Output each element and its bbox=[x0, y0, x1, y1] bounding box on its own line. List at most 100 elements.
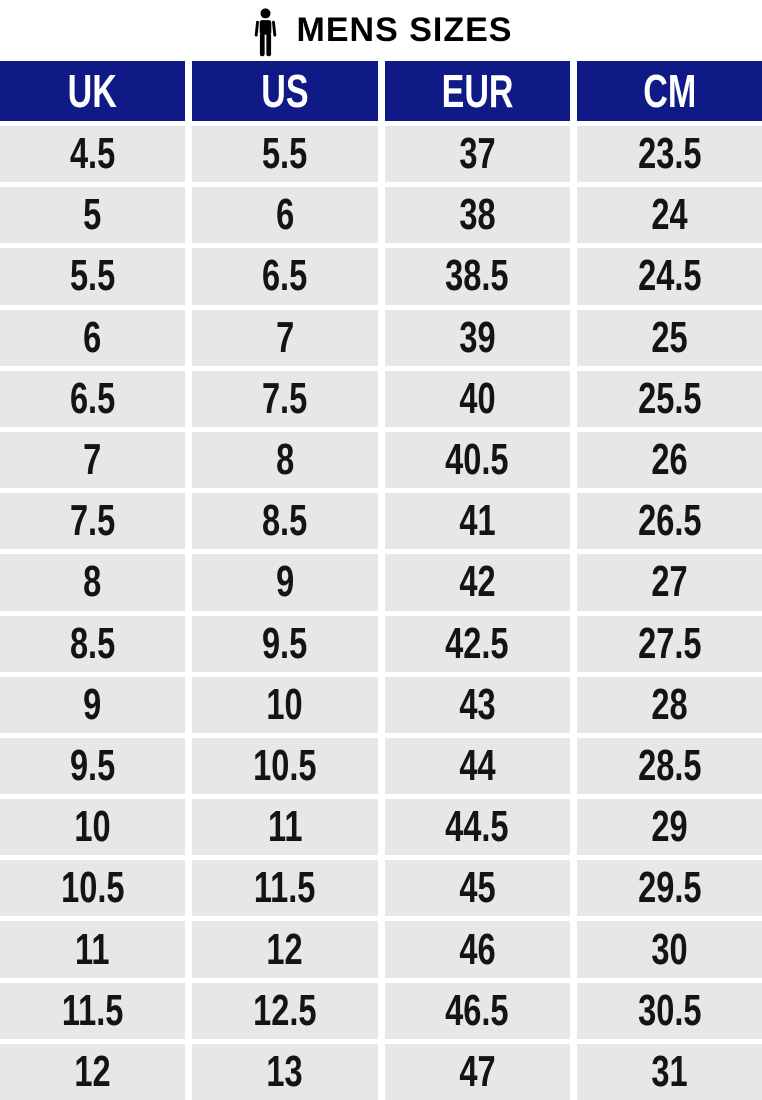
size-cell-eur-row14-label: 46 bbox=[459, 924, 496, 974]
size-cell-us-row10-label: 10 bbox=[266, 679, 303, 729]
person-icon bbox=[250, 6, 281, 62]
size-cell-cm-row2-label: 24 bbox=[651, 190, 688, 240]
size-cell-cm-row9-label: 27.5 bbox=[637, 618, 702, 668]
size-cell-us-row9: 9.5 bbox=[192, 615, 378, 672]
size-cell-eur-row7: 41 bbox=[384, 493, 570, 550]
size-cell-cm-row6: 26 bbox=[576, 431, 762, 489]
column-header-us-label: US bbox=[261, 65, 309, 117]
size-cell-uk-row9-label: 8.5 bbox=[69, 618, 116, 668]
size-cell-uk-row16-label: 12 bbox=[74, 1046, 111, 1096]
size-cell-us-row11: 10.5 bbox=[192, 737, 378, 795]
column-header-eur: EUR bbox=[384, 61, 570, 121]
size-cell-cm-row8: 27 bbox=[576, 554, 762, 611]
size-cell-us-row2-label: 6 bbox=[275, 190, 294, 240]
size-cell-us-row3: 6.5 bbox=[192, 248, 378, 305]
size-cell-us-row11-label: 10.5 bbox=[253, 740, 317, 790]
size-cell-eur-row9: 42.5 bbox=[384, 615, 570, 672]
size-cell-us-row13-label: 11.5 bbox=[254, 863, 316, 913]
size-cell-uk-row6-label: 7 bbox=[83, 435, 102, 485]
size-cell-uk-row9: 8.5 bbox=[0, 615, 186, 672]
size-cell-cm-row2: 24 bbox=[576, 187, 762, 244]
size-cell-eur-row11-label: 44 bbox=[459, 740, 496, 790]
size-cell-us-row4-label: 7 bbox=[275, 312, 294, 362]
size-cell-cm-row16: 31 bbox=[576, 1043, 762, 1100]
size-cell-uk-row5: 6.5 bbox=[0, 370, 186, 427]
size-cell-eur-row12: 44.5 bbox=[384, 799, 570, 856]
size-cell-us-row8-label: 9 bbox=[275, 557, 294, 607]
size-cell-cm-row14-label: 30 bbox=[651, 924, 688, 974]
size-cell-uk-row15: 11.5 bbox=[0, 982, 186, 1039]
size-cell-us-row12: 11 bbox=[192, 799, 378, 856]
size-cell-cm-row11: 28.5 bbox=[576, 737, 762, 795]
size-cell-eur-row15: 46.5 bbox=[384, 982, 570, 1039]
size-cell-uk-row14-label: 11 bbox=[75, 924, 110, 974]
size-cell-eur-row16-label: 47 bbox=[459, 1046, 496, 1096]
size-cell-us-row1-label: 5.5 bbox=[262, 129, 308, 179]
size-cell-cm-row7-label: 26.5 bbox=[637, 496, 702, 546]
size-cell-uk-row1-label: 4.5 bbox=[69, 129, 116, 179]
size-cell-us-row14-label: 12 bbox=[266, 924, 303, 974]
size-cell-uk-row12: 10 bbox=[0, 799, 186, 856]
size-cell-us-row2: 6 bbox=[192, 187, 378, 244]
size-cell-us-row9-label: 9.5 bbox=[262, 618, 308, 668]
size-cell-eur-row10-label: 43 bbox=[459, 679, 496, 729]
size-cell-uk-row2: 5 bbox=[0, 187, 186, 244]
size-cell-cm-row15: 30.5 bbox=[576, 982, 762, 1039]
size-cell-eur-row5: 40 bbox=[384, 370, 570, 427]
size-cell-us-row6: 8 bbox=[192, 431, 378, 489]
size-cell-us-row4: 7 bbox=[192, 309, 378, 366]
size-cell-us-row10: 10 bbox=[192, 676, 378, 733]
size-cell-uk-row16: 12 bbox=[0, 1043, 186, 1100]
size-cell-eur-row2: 38 bbox=[384, 187, 570, 244]
size-cell-cm-row1-label: 23.5 bbox=[637, 129, 702, 179]
size-cell-cm-row11-label: 28.5 bbox=[637, 740, 702, 790]
size-cell-us-row8: 9 bbox=[192, 554, 378, 611]
size-cell-uk-row3: 5.5 bbox=[0, 248, 186, 305]
size-cell-uk-row13: 10.5 bbox=[0, 860, 186, 917]
size-cell-uk-row8-label: 8 bbox=[83, 557, 102, 607]
size-cell-cm-row14: 30 bbox=[576, 921, 762, 978]
size-cell-cm-row10-label: 28 bbox=[651, 679, 688, 729]
size-cell-eur-row3: 38.5 bbox=[384, 248, 570, 305]
size-cell-cm-row13-label: 29.5 bbox=[637, 863, 702, 913]
size-cell-us-row16-label: 13 bbox=[266, 1046, 303, 1096]
size-cell-uk-row11: 9.5 bbox=[0, 737, 186, 795]
size-cell-uk-row15-label: 11.5 bbox=[61, 985, 124, 1035]
size-cell-cm-row1: 23.5 bbox=[576, 126, 762, 183]
size-cell-eur-row13: 45 bbox=[384, 860, 570, 917]
size-cell-uk-row4: 6 bbox=[0, 309, 186, 366]
size-cell-us-row7: 8.5 bbox=[192, 493, 378, 550]
size-cell-eur-row13-label: 45 bbox=[459, 863, 496, 913]
size-cell-us-row3-label: 6.5 bbox=[262, 251, 308, 301]
size-cell-us-row7-label: 8.5 bbox=[262, 496, 308, 546]
size-cell-cm-row12: 29 bbox=[576, 799, 762, 856]
size-cell-eur-row11: 44 bbox=[384, 737, 570, 795]
size-cell-uk-row10-label: 9 bbox=[83, 679, 102, 729]
size-cell-cm-row15-label: 30.5 bbox=[637, 985, 702, 1035]
size-cell-cm-row3-label: 24.5 bbox=[637, 251, 702, 301]
size-cell-uk-row4-label: 6 bbox=[83, 312, 102, 362]
size-cell-uk-row3-label: 5.5 bbox=[69, 251, 116, 301]
size-cell-cm-row10: 28 bbox=[576, 676, 762, 733]
size-cell-eur-row6: 40.5 bbox=[384, 431, 570, 489]
size-cell-cm-row5: 25.5 bbox=[576, 370, 762, 427]
size-cell-cm-row4: 25 bbox=[576, 309, 762, 366]
size-cell-us-row14: 12 bbox=[192, 921, 378, 978]
size-cell-us-row13: 11.5 bbox=[192, 860, 378, 917]
size-cell-eur-row4-label: 39 bbox=[459, 312, 496, 362]
size-cell-uk-row6: 7 bbox=[0, 431, 186, 489]
size-cell-eur-row1-label: 37 bbox=[459, 129, 496, 179]
size-cell-cm-row6-label: 26 bbox=[651, 435, 688, 485]
size-cell-eur-row9-label: 42.5 bbox=[445, 618, 509, 668]
size-cell-uk-row8: 8 bbox=[0, 554, 186, 611]
size-cell-cm-row13: 29.5 bbox=[576, 860, 762, 917]
column-header-uk: UK bbox=[0, 61, 186, 121]
size-cell-eur-row15-label: 46.5 bbox=[445, 985, 509, 1035]
column-header-uk-label: UK bbox=[68, 65, 118, 117]
size-cell-us-row16: 13 bbox=[192, 1043, 378, 1100]
size-cell-uk-row5-label: 6.5 bbox=[69, 373, 116, 423]
column-header-cm: CM bbox=[576, 61, 762, 121]
size-cell-eur-row6-label: 40.5 bbox=[445, 435, 509, 485]
size-cell-uk-row10: 9 bbox=[0, 676, 186, 733]
